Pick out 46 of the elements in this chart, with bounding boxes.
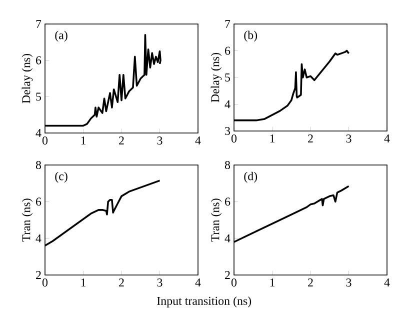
y-tick-label: 2 bbox=[225, 271, 230, 279]
x-axis-title: Input transition (ns) bbox=[157, 296, 252, 308]
x-tick-label: 0 bbox=[231, 134, 237, 143]
y-tick-label: 2 bbox=[36, 271, 41, 279]
x-tick-label: 1 bbox=[81, 136, 86, 144]
y-tick-label: 6 bbox=[36, 56, 42, 64]
annotation: (d) bbox=[244, 172, 258, 183]
x-tick-label: 3 bbox=[346, 278, 352, 287]
x-tick-label: 2 bbox=[119, 136, 124, 144]
x-tick-label: 1 bbox=[270, 134, 275, 142]
x-tick-label: 3 bbox=[346, 134, 352, 143]
x-tick-label: 1 bbox=[270, 278, 275, 286]
x-tick-label: 4 bbox=[384, 278, 390, 286]
annotation: (c) bbox=[55, 172, 68, 183]
y-axis-title: Tran (ns) bbox=[22, 198, 33, 242]
x-tick-label: 2 bbox=[308, 278, 313, 286]
y-tick-label: 4 bbox=[36, 234, 42, 242]
x-tick-label: 2 bbox=[119, 278, 124, 286]
x-tick-label: 4 bbox=[384, 134, 390, 142]
x-tick-label: 3 bbox=[157, 278, 162, 287]
y-tick-label: 8 bbox=[224, 160, 230, 170]
y-tick-label: 4 bbox=[224, 234, 230, 242]
x-tick-label: 1 bbox=[81, 278, 86, 286]
y-tick-label: 6 bbox=[225, 198, 230, 206]
y-tick-label: 7 bbox=[36, 20, 42, 28]
annotation: (b) bbox=[244, 30, 258, 42]
y-axis-title: Delay (ns) bbox=[210, 52, 222, 102]
x-tick-label: 4 bbox=[195, 136, 201, 144]
y-tick-label: 4 bbox=[224, 100, 230, 108]
y-tick-label: 4 bbox=[36, 129, 42, 137]
x-tick-label: 3 bbox=[157, 136, 162, 145]
y-axis-title: Tran (ns) bbox=[210, 198, 222, 242]
y-tick-label: 6 bbox=[225, 46, 230, 55]
y-tick-label: 6 bbox=[36, 198, 42, 206]
x-tick-label: 0 bbox=[231, 278, 237, 287]
x-tick-label: 4 bbox=[195, 278, 201, 286]
y-tick-label: 5 bbox=[36, 92, 42, 101]
x-tick-label: 0 bbox=[42, 136, 48, 145]
y-tick-label: 3 bbox=[225, 126, 230, 136]
x-tick-label: 0 bbox=[42, 278, 48, 287]
y-axis-title: Delay (ns) bbox=[22, 54, 33, 104]
x-tick-label: 2 bbox=[308, 134, 313, 142]
annotation: (a) bbox=[55, 30, 68, 42]
y-tick-label: 7 bbox=[225, 20, 230, 28]
y-tick-label: 5 bbox=[225, 74, 230, 82]
y-tick-label: 8 bbox=[36, 160, 42, 170]
